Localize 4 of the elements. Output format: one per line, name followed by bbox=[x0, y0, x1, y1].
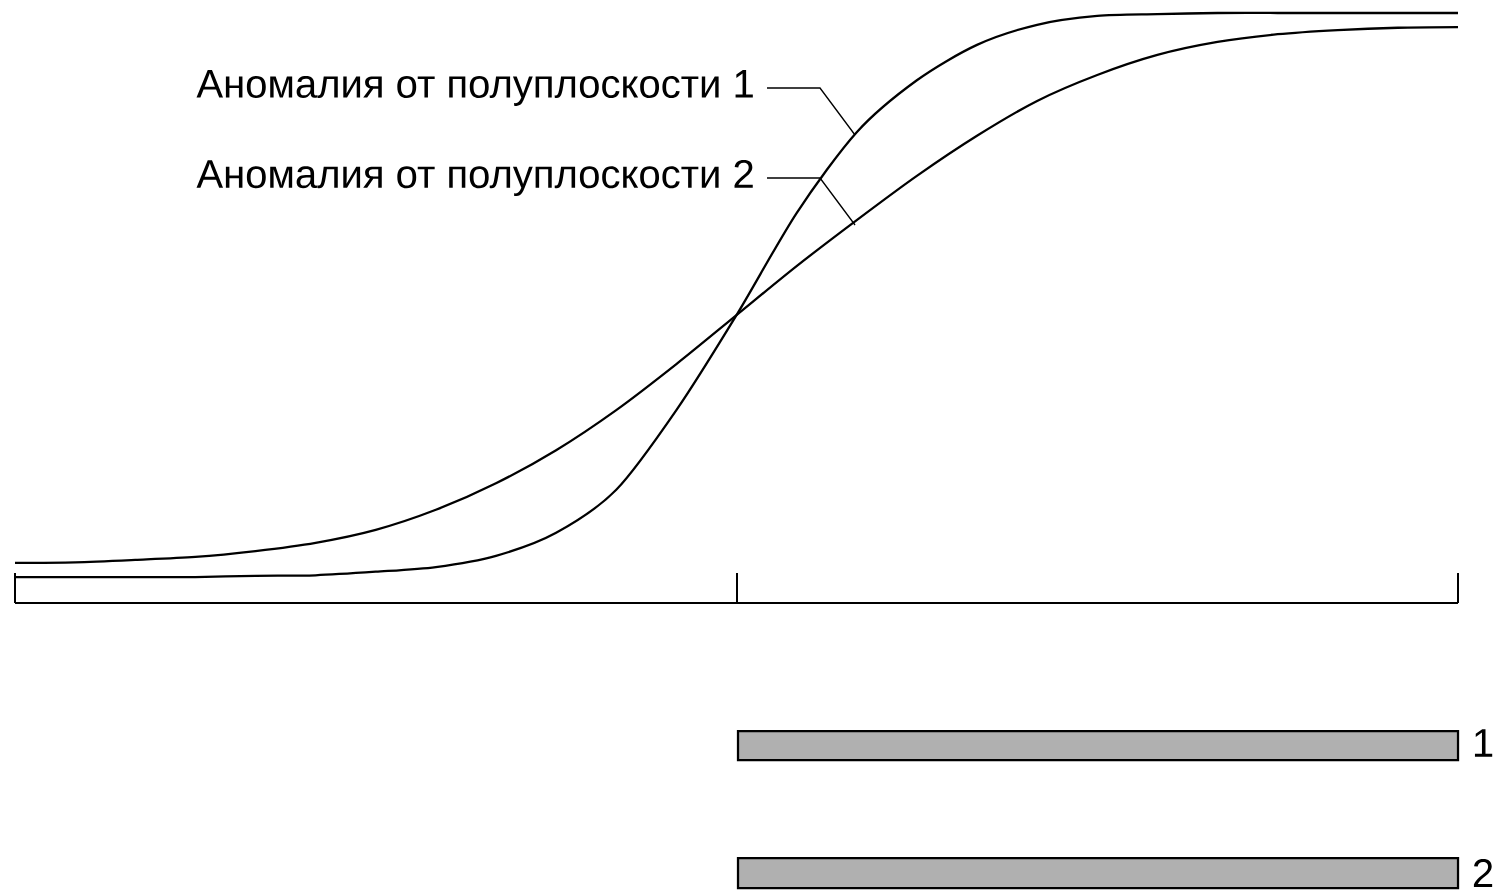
text: 2 bbox=[1473, 859, 1493, 887]
text: 1 bbox=[1474, 729, 1493, 757]
legend-label: Аномалия от полуплоскости 2 bbox=[196, 159, 753, 197]
legend-label: Аномалия от полуплоскости 1 bbox=[196, 70, 753, 106]
